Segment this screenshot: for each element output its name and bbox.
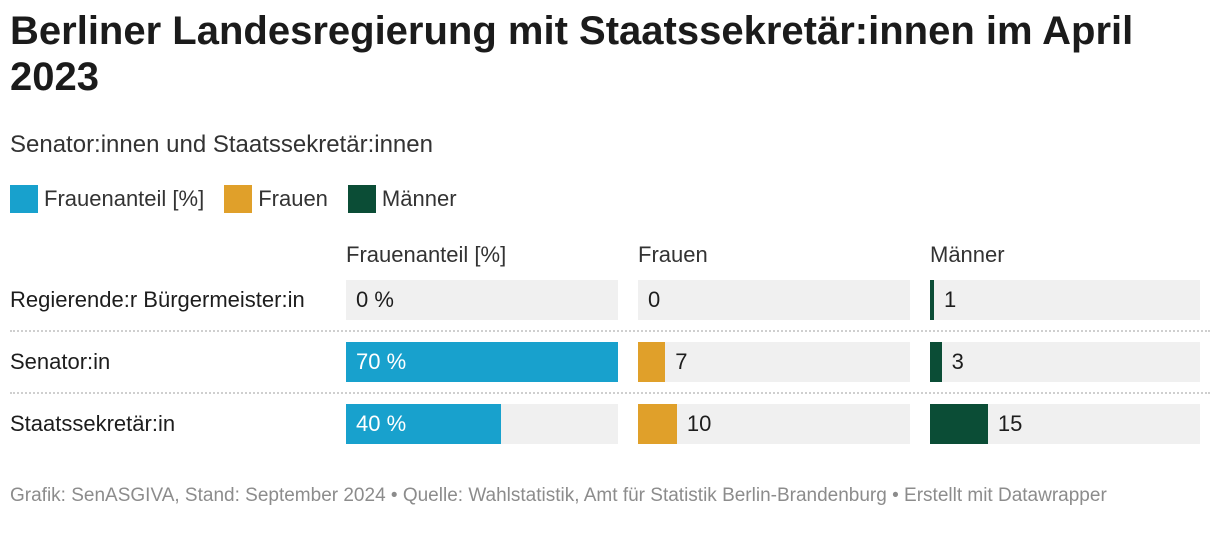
legend-item-frauen: Frauen — [224, 185, 328, 213]
row-label: Senator:in — [10, 349, 111, 374]
column-header-maenner: Männer — [930, 242, 1005, 267]
frauen-track: 10 — [638, 404, 910, 444]
maenner-value-label: 3 — [951, 349, 964, 374]
column-header-frauen: Frauen — [638, 242, 708, 267]
chart-title: Berliner Landesregierung mit Staatssekre… — [10, 9, 1134, 99]
frauen-track: 7 — [638, 342, 910, 382]
frauenanteil-value-label: 40 % — [356, 411, 407, 436]
maenner-value-label: 1 — [944, 287, 957, 312]
legend-item-maenner: Männer — [347, 185, 457, 213]
maenner-track: 1 — [930, 280, 1200, 320]
maenner-value-label: 15 — [997, 411, 1023, 436]
frauenanteil-value-label: 0 % — [356, 287, 394, 312]
row-divider — [10, 330, 1210, 332]
frauen-value-label: 7 — [675, 349, 688, 374]
legend-label-maenner: Männer — [381, 186, 457, 211]
frauenanteil-value-label: 70 % — [356, 349, 407, 374]
legend-swatch-maenner — [347, 185, 376, 213]
chart-footer: Grafik: SenASGIVA, Stand: September 2024… — [10, 485, 1107, 506]
column-header-frauenanteil: Frauenanteil [%] — [346, 242, 507, 267]
frauenanteil-bar — [346, 404, 502, 444]
row-label: Regierende:r Bürgermeister:in — [10, 287, 305, 312]
legend-swatch-frauenanteil — [10, 185, 38, 213]
row-divider — [10, 392, 1210, 394]
maenner-bar — [930, 280, 934, 320]
legend-label-frauen: Frauen — [258, 186, 328, 211]
frauenanteil-track: 40 % — [346, 404, 618, 444]
frauenanteil-track: 70 % — [346, 342, 618, 382]
legend-item-frauenanteil: Frauenanteil [%] — [10, 185, 204, 213]
maenner-track: 15 — [930, 404, 1200, 444]
frauenanteil-bar — [346, 342, 618, 382]
maenner-bar — [930, 342, 942, 382]
frauen-track: 0 — [638, 280, 910, 320]
legend: Frauenanteil [%] Frauen Männer — [10, 185, 477, 213]
legend-swatch-frauen — [224, 185, 253, 213]
maenner-track: 3 — [930, 342, 1200, 382]
frauen-bar — [638, 342, 666, 382]
frauenanteil-track: 0 % — [346, 280, 618, 320]
frauen-value-label: 10 — [686, 411, 712, 436]
maenner-bar — [930, 404, 988, 444]
row-label: Staatssekretär:in — [10, 411, 176, 436]
frauen-value-label: 0 — [648, 287, 661, 312]
legend-label-frauenanteil: Frauenanteil [%] — [44, 186, 205, 211]
chart-subtitle: Senator:innen und Staatssekretär:innen — [10, 131, 433, 158]
frauen-bar — [638, 404, 677, 444]
